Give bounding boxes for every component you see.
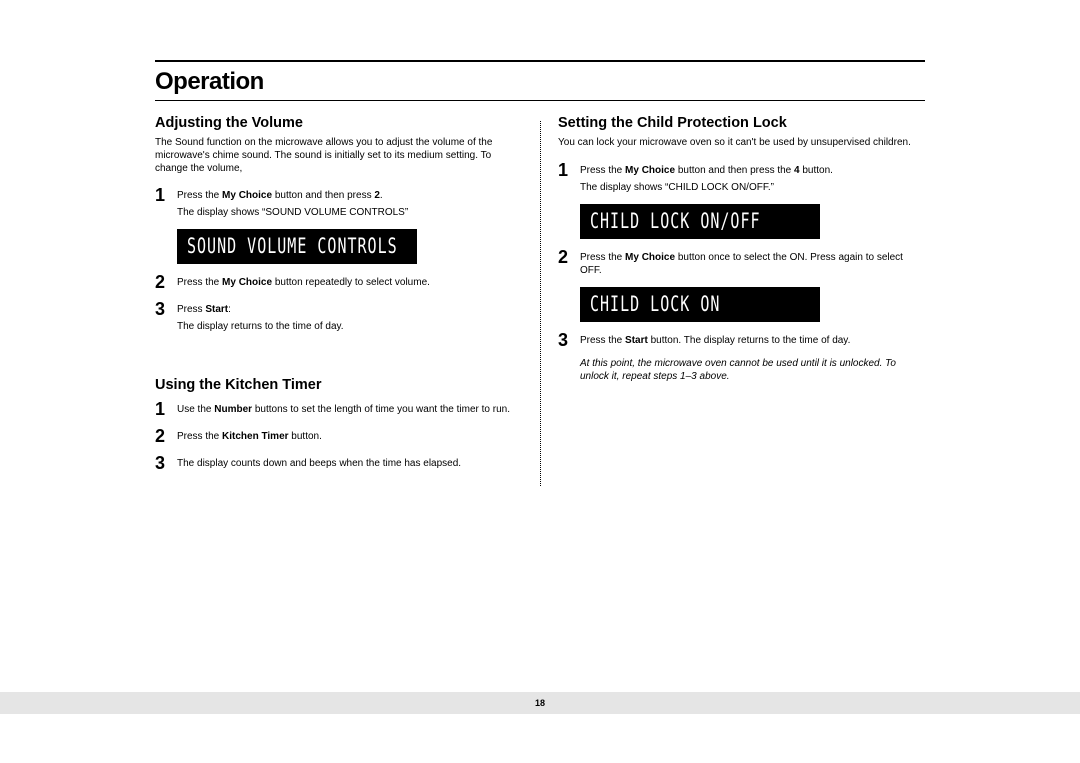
volume-step-1: 1 Press the My Choice button and then pr… <box>155 185 522 223</box>
lock-step-2: 2 Press the My Choice button once to sel… <box>558 247 925 281</box>
text: Press the <box>580 165 625 176</box>
text: button. <box>800 165 833 176</box>
heading-kitchen-timer: Using the Kitchen Timer <box>155 377 522 393</box>
step-number: 2 <box>155 272 177 291</box>
button-ref: Kitchen Timer <box>222 431 289 442</box>
text: Use the <box>177 404 214 415</box>
text: button repeatedly to select volume. <box>272 277 430 288</box>
volume-step-3: 3 Press Start: The display returns to th… <box>155 299 522 337</box>
page-title: Operation <box>155 68 925 96</box>
text: button and then press <box>272 190 374 201</box>
top-rule <box>155 60 925 62</box>
unlock-note: At this point, the microwave oven cannot… <box>580 357 925 383</box>
heading-adjusting-volume: Adjusting the Volume <box>155 115 522 131</box>
right-column: Setting the Child Protection Lock You ca… <box>540 115 925 383</box>
step-number: 1 <box>155 399 177 418</box>
lcd-text: SOUND VOLUME CONTROLS <box>187 234 398 259</box>
lcd-text: CHILD LOCK ON/OFF <box>590 208 761 233</box>
button-ref: Start <box>205 304 228 315</box>
text: Press the <box>580 252 625 263</box>
lcd-sound-volume: SOUND VOLUME CONTROLS <box>177 229 417 264</box>
text: button. The display returns to the time … <box>648 335 851 346</box>
title-underline <box>155 100 925 101</box>
text: The display shows “SOUND VOLUME CONTROLS… <box>177 206 408 219</box>
text: Press <box>177 304 205 315</box>
text: button. <box>289 431 322 442</box>
text: button and then press the <box>675 165 794 176</box>
text: The display shows “CHILD LOCK ON/OFF.” <box>580 181 833 194</box>
timer-step-2: 2 Press the Kitchen Timer button. <box>155 426 522 447</box>
step-body: Press the My Choice button and then pres… <box>177 185 408 223</box>
lcd-child-lock-on: CHILD LOCK ON <box>580 287 820 322</box>
two-column-layout: Adjusting the Volume The Sound function … <box>155 115 925 480</box>
step-number: 3 <box>155 453 177 472</box>
page-number: 18 <box>155 692 925 708</box>
text: The display returns to the time of day. <box>177 320 344 333</box>
column-separator <box>540 121 541 486</box>
button-ref: My Choice <box>222 190 272 201</box>
manual-page: Operation Adjusting the Volume The Sound… <box>0 0 1080 480</box>
step-body: Press the My Choice button once to selec… <box>580 247 925 281</box>
text: . <box>380 190 383 201</box>
step-number: 1 <box>155 185 177 204</box>
lock-step-1: 1 Press the My Choice button and then pr… <box>558 160 925 198</box>
button-ref: My Choice <box>222 277 272 288</box>
timer-step-3: 3 The display counts down and beeps when… <box>155 453 522 474</box>
text: Press the <box>580 335 625 346</box>
step-body: Press the My Choice button repeatedly to… <box>177 272 430 293</box>
button-ref: My Choice <box>625 165 675 176</box>
lcd-child-lock-onoff: CHILD LOCK ON/OFF <box>580 204 820 239</box>
intro-child-lock: You can lock your microwave oven so it c… <box>558 137 925 150</box>
page-footer: 18 <box>0 692 1080 714</box>
step-number: 3 <box>558 330 580 349</box>
intro-adjusting-volume: The Sound function on the microwave allo… <box>155 137 522 175</box>
text: Press the <box>177 277 222 288</box>
text: : <box>228 304 231 315</box>
text: buttons to set the length of time you wa… <box>252 404 510 415</box>
text: Press the <box>177 431 222 442</box>
step-body: The display counts down and beeps when t… <box>177 453 461 474</box>
step-body: Press the My Choice button and then pres… <box>580 160 833 198</box>
button-ref: Number <box>214 404 252 415</box>
step-number: 2 <box>155 426 177 445</box>
step-body: Press Start: The display returns to the … <box>177 299 344 337</box>
button-ref: Start <box>625 335 648 346</box>
volume-step-2: 2 Press the My Choice button repeatedly … <box>155 272 522 293</box>
step-number: 1 <box>558 160 580 179</box>
lcd-text: CHILD LOCK ON <box>590 291 720 316</box>
text: The display counts down and beeps when t… <box>177 457 461 470</box>
heading-child-lock: Setting the Child Protection Lock <box>558 115 925 131</box>
step-number: 2 <box>558 247 580 266</box>
step-number: 3 <box>155 299 177 318</box>
button-ref: My Choice <box>625 252 675 263</box>
step-body: Press the Start button. The display retu… <box>580 330 850 351</box>
lock-step-3: 3 Press the Start button. The display re… <box>558 330 925 351</box>
text: Press the <box>177 190 222 201</box>
step-body: Use the Number buttons to set the length… <box>177 399 510 420</box>
timer-step-1: 1 Use the Number buttons to set the leng… <box>155 399 522 420</box>
left-column: Adjusting the Volume The Sound function … <box>155 115 540 480</box>
step-body: Press the Kitchen Timer button. <box>177 426 322 447</box>
